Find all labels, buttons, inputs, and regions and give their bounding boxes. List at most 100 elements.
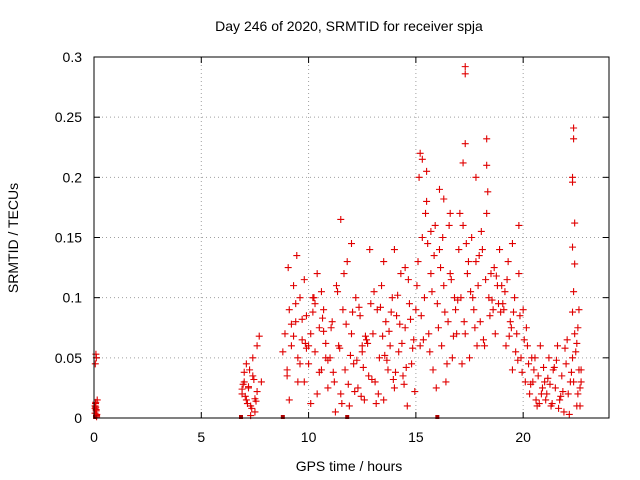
data-point — [504, 258, 512, 266]
x-tick-label: 10 — [301, 429, 317, 445]
data-point — [348, 240, 355, 248]
data-point — [425, 330, 433, 338]
data-point — [322, 339, 330, 347]
data-point — [506, 318, 514, 326]
data-point — [563, 336, 571, 344]
data-point — [390, 246, 398, 254]
data-point — [477, 227, 485, 235]
data-point — [447, 276, 455, 284]
data-point — [483, 161, 491, 169]
data-point — [475, 252, 483, 260]
data-point — [464, 258, 472, 266]
data-point — [486, 312, 494, 320]
data-point — [248, 404, 256, 412]
data-point — [472, 258, 480, 266]
data-point — [296, 360, 304, 368]
data-point — [569, 308, 577, 316]
data-point — [505, 332, 513, 340]
data-point — [343, 258, 351, 266]
data-point — [324, 384, 332, 392]
data-point — [91, 404, 99, 412]
data-point — [317, 288, 325, 296]
data-point — [567, 368, 575, 376]
data-point — [290, 332, 298, 340]
data-point — [381, 351, 389, 359]
data-point — [507, 324, 515, 332]
data-point — [251, 395, 259, 403]
data-point — [363, 336, 371, 344]
data-point — [543, 390, 551, 398]
data-point — [409, 344, 417, 352]
data-point — [251, 408, 259, 416]
data-point — [334, 288, 342, 296]
data-point — [571, 219, 579, 227]
baseline-marker — [93, 415, 98, 419]
data-point — [281, 330, 289, 338]
data-point — [462, 240, 470, 248]
data-point — [408, 360, 416, 368]
data-point — [423, 167, 431, 175]
data-point — [302, 344, 310, 352]
data-point — [305, 360, 313, 368]
data-point — [294, 378, 302, 386]
data-point — [367, 300, 375, 308]
data-point — [414, 258, 422, 266]
data-point — [328, 318, 336, 326]
data-point — [501, 288, 509, 296]
data-point — [570, 124, 578, 132]
data-point — [550, 363, 558, 371]
data-point — [491, 330, 499, 338]
data-point — [293, 252, 301, 260]
data-point — [319, 314, 327, 322]
data-point — [435, 185, 443, 193]
data-point — [573, 339, 581, 347]
data-point — [478, 246, 486, 254]
data-point — [551, 384, 559, 392]
data-point — [246, 366, 254, 374]
data-point — [352, 294, 360, 302]
data-point — [456, 209, 464, 217]
data-point — [91, 360, 99, 368]
data-point — [488, 296, 496, 304]
data-point — [510, 308, 518, 316]
data-point — [569, 178, 577, 186]
data-point — [92, 403, 100, 411]
data-point — [348, 330, 355, 338]
data-point — [411, 388, 419, 396]
data-point — [337, 390, 345, 398]
data-point — [443, 360, 451, 368]
data-point — [483, 209, 491, 217]
data-point — [353, 356, 361, 364]
plot-frame — [93, 56, 610, 419]
data-point — [561, 344, 569, 352]
x-tick-label: 20 — [515, 429, 531, 445]
data-point — [500, 306, 508, 314]
data-point — [320, 306, 328, 314]
data-point — [576, 384, 584, 392]
data-point — [240, 368, 248, 376]
data-point — [356, 312, 364, 320]
data-point — [351, 388, 359, 396]
data-point — [283, 366, 291, 374]
axis-ticks: 0 5 10 15 20 0 0.05 0.1 0.15 0.2 0.25 0.3 — [55, 49, 609, 445]
data-point — [554, 342, 561, 350]
data-point — [285, 396, 293, 404]
data-point — [315, 368, 323, 376]
data-point — [326, 354, 334, 362]
data-point — [423, 197, 431, 205]
data-point — [496, 246, 504, 254]
data-point — [358, 342, 366, 350]
data-point — [298, 336, 306, 344]
data-point — [460, 318, 468, 326]
data-point — [302, 312, 310, 320]
data-point — [407, 315, 415, 323]
y-axis-label: SRMTID / TECUs — [5, 183, 21, 293]
x-tick-label: 0 — [90, 429, 98, 445]
data-point — [294, 354, 302, 362]
data-point — [525, 360, 533, 368]
data-point — [394, 291, 402, 299]
data-point — [571, 330, 579, 338]
data-point — [444, 318, 452, 326]
data-point — [339, 306, 347, 314]
data-point — [300, 378, 308, 386]
